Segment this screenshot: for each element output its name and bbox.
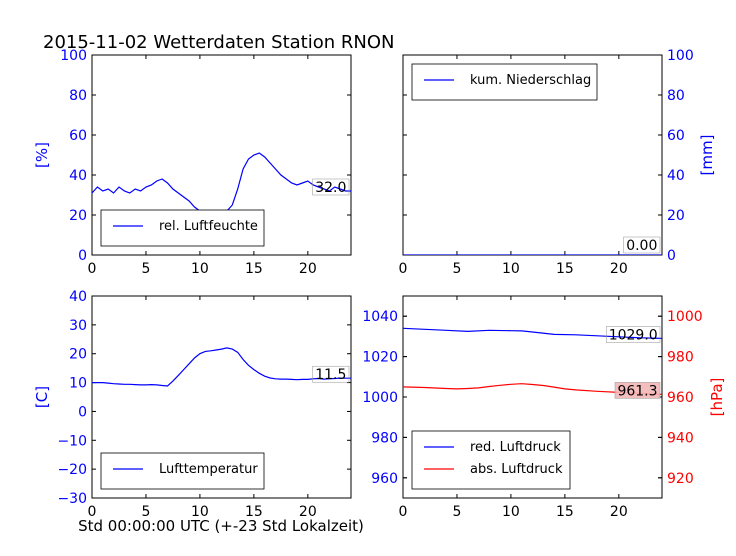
y-tick-label: 100 (667, 48, 694, 64)
y-tick-label: 20 (667, 208, 685, 224)
x-tick-label: 10 (502, 261, 520, 277)
y-tick-label: 980 (667, 350, 694, 366)
y-tick-label: 80 (667, 88, 685, 104)
series-line-red-luftdruck (403, 327, 662, 339)
plot-frame (91, 295, 352, 499)
y-tick-label: 0 (78, 404, 87, 420)
last-value-label: 961.3 (617, 383, 657, 399)
legend-label: rel. Luftfeuchte (159, 219, 258, 234)
x-tick-label: 20 (299, 261, 317, 277)
y-tick-label: 0 (667, 248, 676, 264)
legend: kum. Niederschlag (411, 63, 598, 101)
legend: Lufttemperatur (100, 452, 265, 490)
y-tick-label: 40 (69, 168, 87, 184)
y-tick-label: 0 (78, 248, 87, 264)
x-tick-label: 0 (88, 504, 97, 520)
legend-label: red. Luftdruck (470, 440, 561, 455)
x-tick-label: 20 (610, 504, 628, 520)
series-line-lufttemperatur (92, 347, 351, 387)
series-group (403, 327, 662, 395)
y-axis-label: [hPa] (708, 378, 726, 417)
figure-title: 2015-11-02 Wetterdaten Station RNON (43, 32, 394, 53)
series-line-rel-luftfeuchte (92, 152, 351, 216)
y-tick-label: 920 (667, 471, 694, 487)
series-line-abs-luftdruck (403, 383, 662, 395)
x-tick-label: 0 (399, 261, 408, 277)
y-tick-label: 60 (69, 128, 87, 144)
legend-label: Lufttemperatur (159, 462, 258, 477)
last-value-box (312, 365, 350, 383)
x-tick-label: 0 (399, 504, 408, 520)
last-value-label: 0.00 (626, 238, 657, 254)
legend-box (100, 452, 265, 490)
last-value-box (606, 326, 661, 343)
legend-label: kum. Niederschlag (470, 73, 591, 88)
x-tick-label: 10 (502, 504, 520, 520)
x-tick-label: 15 (245, 504, 263, 520)
plot-frame (91, 54, 352, 256)
legend: red. Luftdruck abs. Luftdruck (411, 430, 571, 490)
bottom-x-axis-label: Std 00:00:00 UTC (+-23 Std Lokalzeit) (78, 517, 364, 535)
y-tick-label: 1000 (667, 309, 703, 325)
legend-box (411, 63, 598, 101)
y-axis-label: [mm] (698, 135, 716, 176)
y-tick-label: 10 (69, 376, 87, 392)
pressure-chart: 0 5 10 15 20 960 980 1000 1020 1040 920 940 960 980 10… (362, 295, 726, 520)
x-tick-label: 15 (556, 504, 574, 520)
x-tick-label: 5 (452, 504, 461, 520)
y-tick-label: −10 (57, 433, 87, 449)
humidity-chart: 0 5 10 15 20 0 20 40 60 80 100 [%] 32.0 rel. Luftfeuc… (33, 48, 352, 277)
last-value-label: 1029.0 (609, 327, 658, 343)
x-tick-label: 0 (88, 261, 97, 277)
series-group (92, 347, 351, 387)
x-tick-label: 15 (556, 261, 574, 277)
legend-box (100, 209, 265, 247)
last-value-box (312, 178, 350, 196)
y-tick-label: 980 (371, 430, 398, 446)
last-value-label: 32.0 (315, 180, 346, 196)
y-tick-label: 960 (371, 471, 398, 487)
legend-box (411, 430, 571, 490)
x-tick-label: 10 (191, 261, 209, 277)
y-tick-label: −20 (57, 462, 87, 478)
y-axis-label: [%] (33, 142, 51, 168)
x-tick-label: 20 (299, 504, 317, 520)
y-tick-label: 40 (667, 168, 685, 184)
x-tick-label: 20 (610, 261, 628, 277)
y-tick-label: 60 (667, 128, 685, 144)
last-value-box (614, 382, 661, 399)
y-axis-label: [C] (33, 386, 51, 408)
y-tick-label: 1020 (362, 350, 398, 366)
series-group (92, 152, 351, 216)
y-tick-label: 940 (667, 430, 694, 446)
y-tick-label: −30 (57, 491, 87, 507)
y-tick-label: 20 (69, 347, 87, 363)
y-tick-label: 30 (69, 318, 87, 334)
legend-label: abs. Luftdruck (470, 462, 563, 477)
x-tick-label: 5 (141, 261, 150, 277)
y-tick-label: 960 (667, 390, 694, 406)
y-tick-label: 100 (60, 48, 87, 64)
y-tick-label: 20 (69, 208, 87, 224)
legend: rel. Luftfeuchte (100, 209, 265, 247)
x-tick-label: 15 (245, 261, 263, 277)
y-tick-label: 1000 (362, 390, 398, 406)
precipitation-chart: 0 5 10 15 20 0 20 40 60 80 100 [mm] 0.00 kum. Nieders… (399, 48, 716, 277)
x-tick-label: 10 (191, 504, 209, 520)
y-tick-label: 1040 (362, 309, 398, 325)
y-tick-label: 80 (69, 88, 87, 104)
last-value-label: 11.5 (315, 367, 346, 383)
x-tick-label: 5 (452, 261, 461, 277)
temperature-chart: 0 5 10 15 20 −30 −20 −10 0 10 20 30 40 [C] 11.5 Lufttem… (33, 289, 352, 520)
y-tick-label: 40 (69, 289, 87, 305)
last-value-box (623, 236, 661, 254)
x-tick-label: 5 (141, 504, 150, 520)
